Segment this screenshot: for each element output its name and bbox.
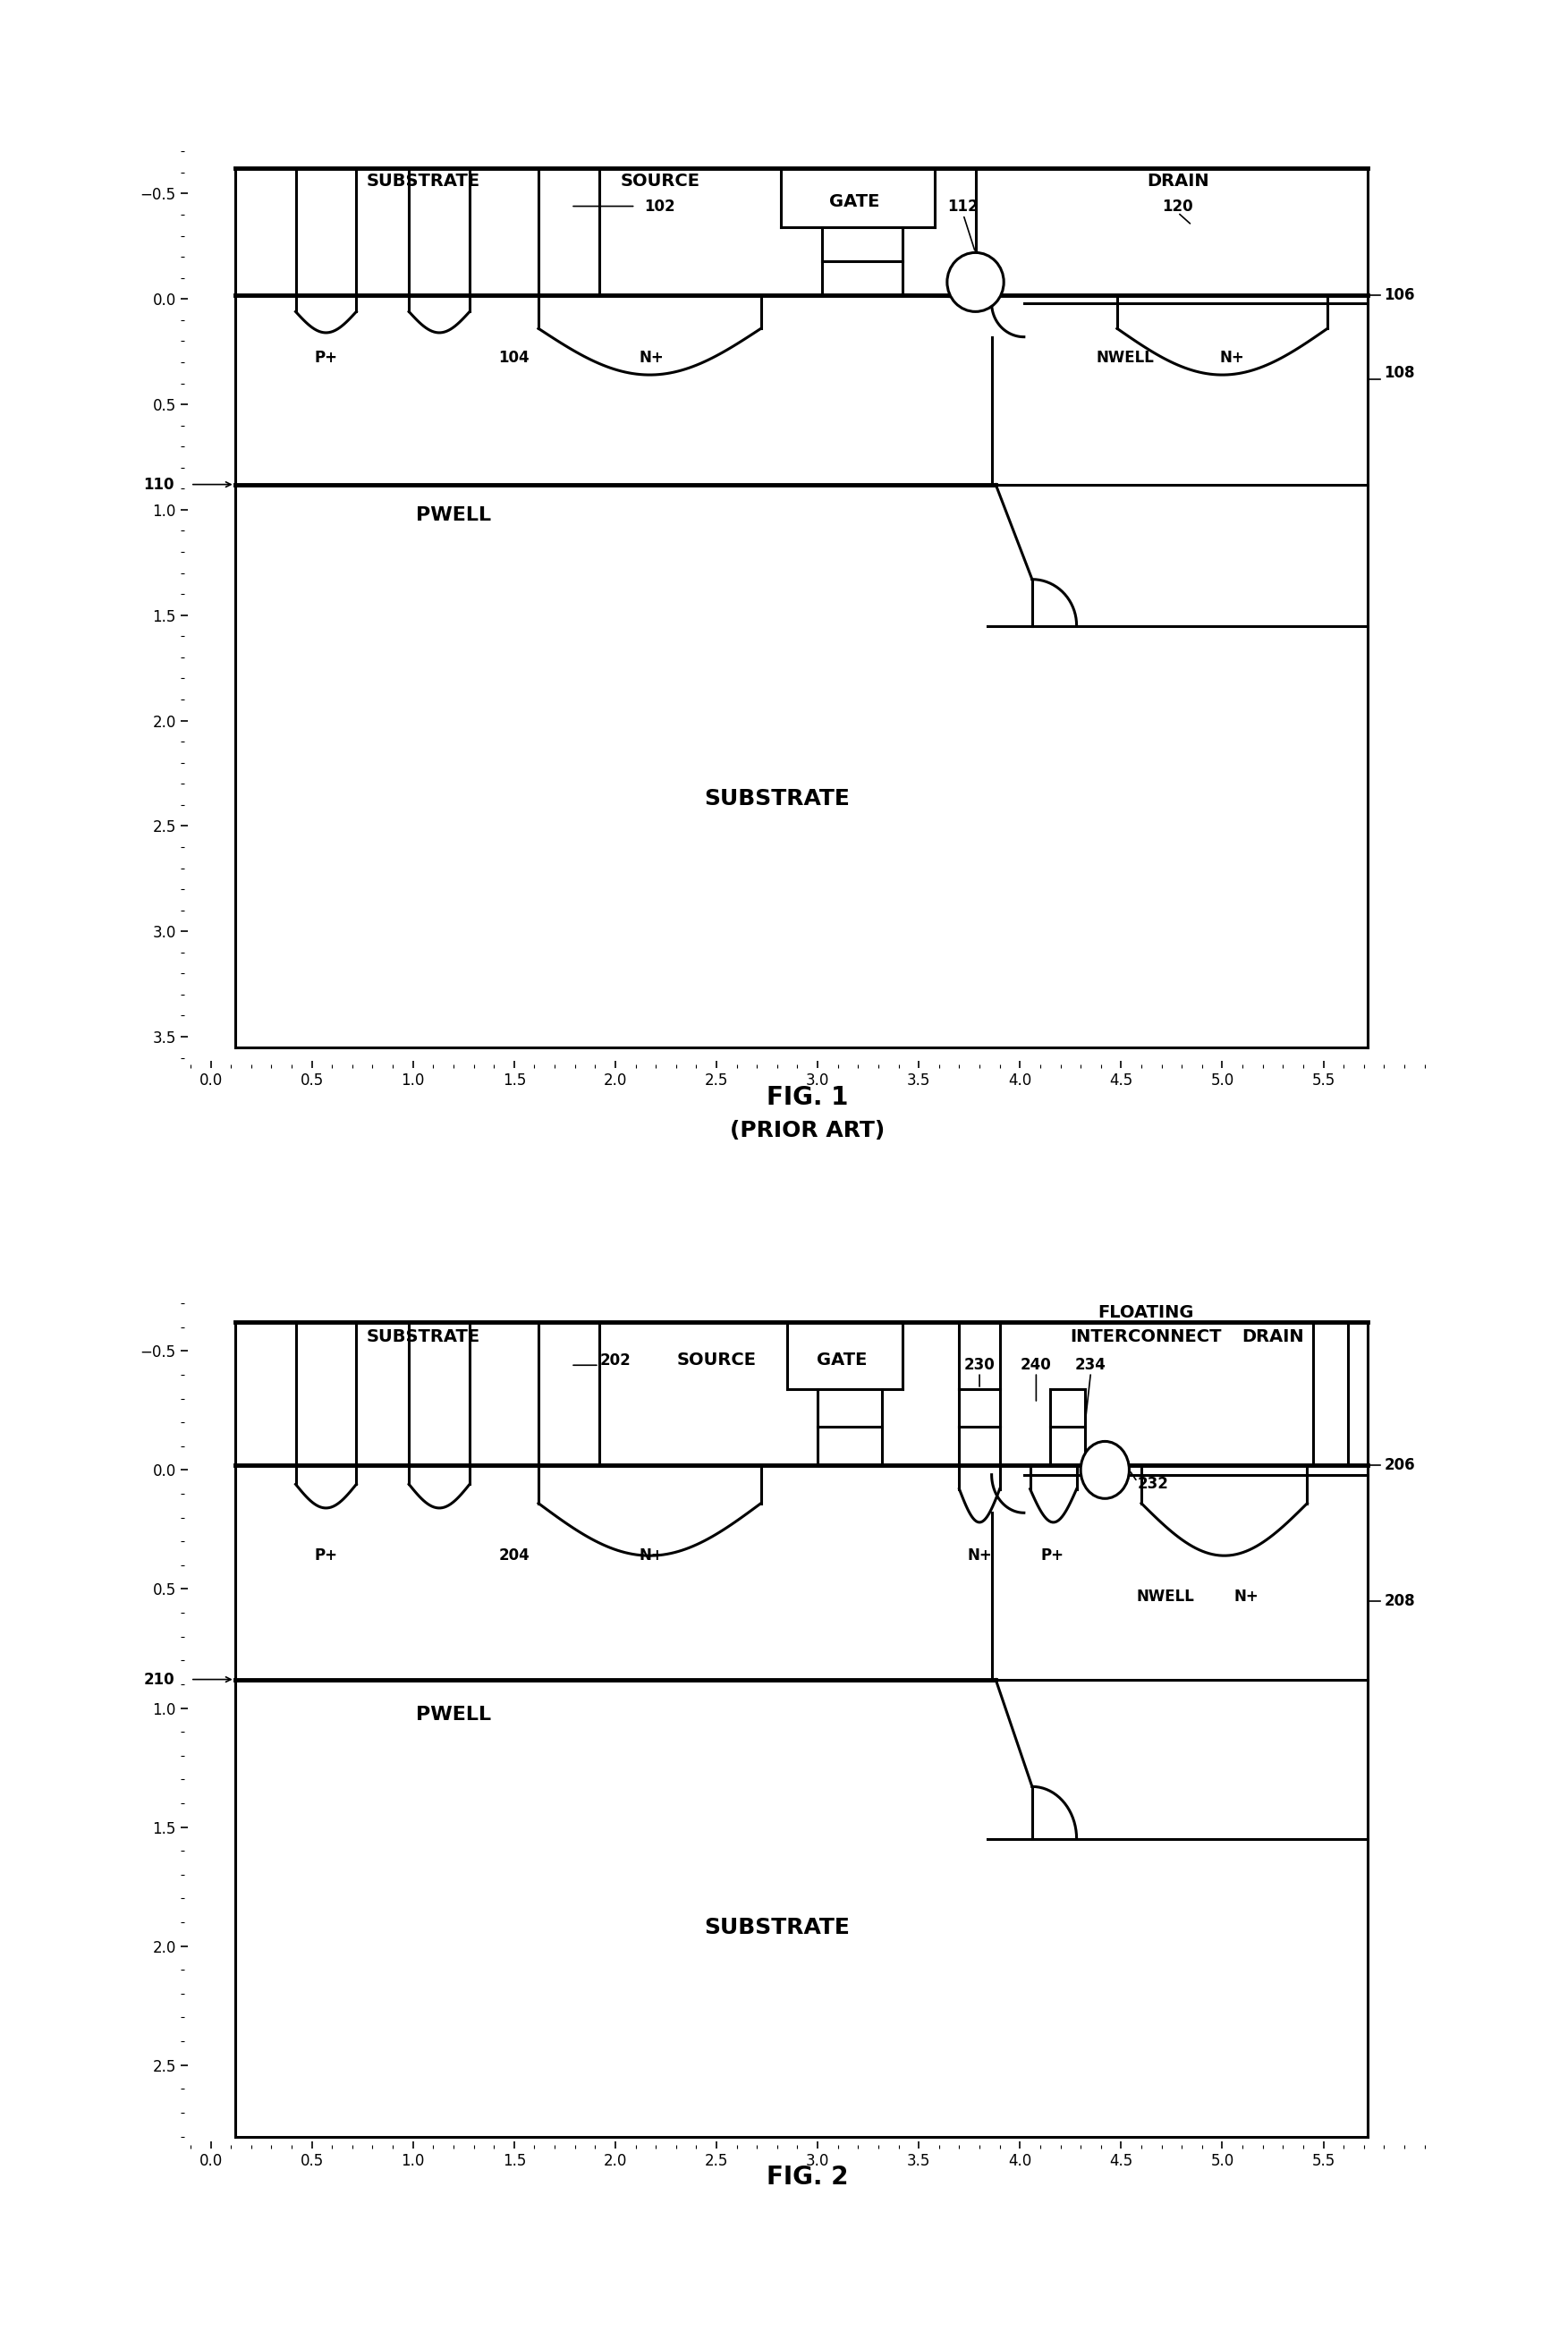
- Text: DRAIN: DRAIN: [1146, 171, 1209, 190]
- Text: 108: 108: [1385, 364, 1414, 380]
- Text: SOURCE: SOURCE: [619, 171, 699, 190]
- Text: 202: 202: [601, 1352, 630, 1369]
- Text: 204: 204: [499, 1547, 530, 1564]
- Text: 102: 102: [644, 197, 676, 214]
- Text: SUBSTRATE: SUBSTRATE: [704, 1918, 850, 1939]
- Text: N+: N+: [1234, 1587, 1259, 1604]
- Text: DRAIN: DRAIN: [1242, 1329, 1305, 1345]
- Text: N+: N+: [1220, 350, 1245, 366]
- Text: PWELL: PWELL: [416, 1705, 491, 1723]
- Text: FIG. 1: FIG. 1: [767, 1085, 848, 1111]
- Text: 110: 110: [143, 477, 174, 493]
- Text: FIG. 2: FIG. 2: [767, 2165, 848, 2191]
- Text: N+: N+: [967, 1547, 993, 1564]
- Text: N+: N+: [640, 350, 665, 366]
- Text: 234: 234: [1076, 1357, 1107, 1374]
- Text: SUBSTRATE: SUBSTRATE: [367, 1329, 480, 1345]
- Text: P+: P+: [314, 350, 337, 366]
- Text: 206: 206: [1385, 1458, 1414, 1472]
- Text: 112: 112: [947, 197, 978, 214]
- Text: 240: 240: [1021, 1357, 1052, 1374]
- Text: N+: N+: [640, 1547, 665, 1564]
- Text: P+: P+: [1041, 1547, 1065, 1564]
- Text: P+: P+: [314, 1547, 337, 1564]
- Text: SUBSTRATE: SUBSTRATE: [704, 789, 850, 810]
- Text: 120: 120: [1162, 197, 1193, 214]
- Text: SOURCE: SOURCE: [677, 1352, 756, 1369]
- Text: (PRIOR ART): (PRIOR ART): [731, 1120, 884, 1141]
- Circle shape: [1080, 1442, 1129, 1498]
- Text: 106: 106: [1385, 286, 1414, 303]
- Text: 208: 208: [1385, 1592, 1414, 1608]
- Text: 232: 232: [1137, 1477, 1168, 1493]
- Text: 210: 210: [143, 1672, 174, 1688]
- Text: PWELL: PWELL: [416, 505, 491, 524]
- Text: 230: 230: [964, 1357, 996, 1374]
- Circle shape: [947, 254, 1004, 312]
- Text: NWELL: NWELL: [1137, 1587, 1195, 1604]
- Text: GATE: GATE: [817, 1352, 867, 1369]
- Text: 104: 104: [499, 350, 530, 366]
- Text: GATE: GATE: [829, 193, 880, 211]
- Text: INTERCONNECT: INTERCONNECT: [1069, 1329, 1221, 1345]
- Text: FLOATING: FLOATING: [1098, 1305, 1193, 1322]
- Text: NWELL: NWELL: [1096, 350, 1154, 366]
- Text: SUBSTRATE: SUBSTRATE: [367, 171, 480, 190]
